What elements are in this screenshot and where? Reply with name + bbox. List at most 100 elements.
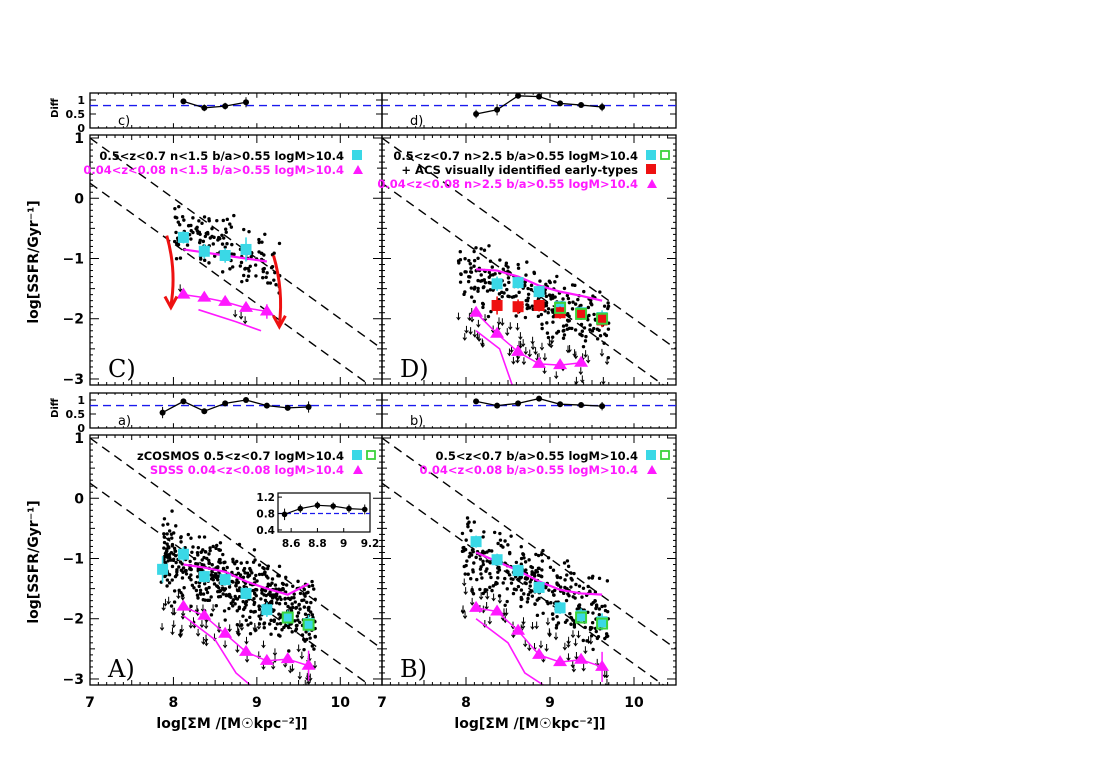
red-arrow: [165, 235, 175, 306]
data-point: [237, 605, 242, 609]
data-point: [469, 528, 473, 533]
data-point: [489, 575, 493, 580]
data-point: [216, 578, 220, 582]
data-point: [218, 588, 223, 593]
data-point: [252, 548, 257, 552]
data-point: [281, 582, 286, 586]
data-point: [583, 339, 588, 343]
data-point: [304, 630, 308, 634]
data-point: [217, 237, 221, 241]
data-point: [265, 566, 270, 571]
diff-point: [536, 93, 543, 100]
diff-line: [183, 100, 247, 109]
data-point: [267, 622, 272, 626]
sdss-triangle-marker: [511, 623, 526, 635]
data-point: [525, 306, 529, 311]
data-point: [567, 300, 572, 305]
data-point: [223, 587, 228, 591]
data-point: [231, 604, 235, 608]
upper-limit-arrow: [239, 623, 245, 631]
data-point: [524, 568, 528, 572]
data-point: [479, 572, 483, 576]
inset-y-tick-label: 0.8: [256, 509, 275, 521]
data-point: [261, 269, 266, 274]
data-point: [176, 220, 180, 224]
diff-panel-letter: d): [410, 114, 423, 129]
data-point: [548, 280, 552, 285]
upper-limit-arrow: [542, 353, 548, 362]
data-point: [286, 604, 290, 609]
data-point: [251, 588, 256, 593]
data-point: [260, 240, 264, 244]
data-point: [213, 254, 217, 258]
data-point: [549, 294, 553, 299]
data-point: [598, 290, 602, 294]
data-point: [562, 286, 567, 291]
data-point: [555, 574, 559, 578]
panel-a-letter: A): [107, 655, 135, 683]
sdss-triangle-marker: [469, 600, 484, 612]
legend-text-0: 0.5<z<0.7 n<1.5 b/a>0.55 logM>10.4: [99, 149, 344, 163]
sdss-triangle-marker: [511, 344, 526, 356]
upper-limit-arrow: [583, 646, 588, 655]
data-point: [525, 260, 529, 264]
data-point: [561, 336, 566, 340]
data-point: [270, 596, 275, 600]
upper-limit-arrow: [573, 351, 579, 360]
x-tick-label: 10: [331, 695, 351, 711]
upper-limit-arrow: [480, 338, 485, 347]
data-point: [274, 283, 278, 287]
data-point: [172, 531, 176, 535]
data-point: [488, 259, 493, 263]
data-point: [553, 295, 557, 299]
data-point: [548, 565, 553, 570]
data-point: [304, 591, 309, 595]
data-point: [207, 598, 212, 602]
upper-limit-arrow: [604, 357, 610, 366]
legend-magenta-triangle: [353, 165, 363, 174]
data-point: [310, 644, 315, 648]
data-point: [195, 593, 200, 597]
data-point: [295, 614, 300, 618]
data-point: [580, 329, 585, 333]
data-point: [243, 571, 247, 575]
upper-limit-arrow: [527, 349, 532, 358]
data-point: [579, 332, 583, 337]
data-point: [481, 559, 485, 564]
sdss-triangle-marker: [553, 358, 568, 370]
upper-limit-arrow: [601, 376, 606, 385]
data-point: [523, 315, 528, 320]
data-point: [214, 546, 218, 551]
data-point: [594, 629, 598, 634]
upper-limit-arrow: [566, 636, 571, 645]
data-point: [587, 313, 591, 318]
data-point: [571, 595, 575, 599]
upper-limit-arrow: [256, 621, 262, 630]
zcosmos-median-marker: [177, 231, 189, 243]
data-point: [266, 582, 270, 586]
data-point: [511, 591, 516, 596]
data-point: [589, 634, 594, 638]
data-point: [546, 601, 550, 606]
sdss-triangle-marker: [532, 356, 547, 368]
data-point: [462, 564, 466, 569]
upper-limit-arrow: [520, 339, 526, 348]
data-point: [551, 320, 555, 324]
data-point: [501, 545, 505, 549]
data-point: [491, 584, 495, 588]
diff-point: [599, 104, 606, 110]
data-point: [263, 570, 267, 575]
data-point: [172, 600, 177, 604]
data-point: [605, 579, 610, 583]
data-point: [590, 303, 594, 307]
data-point: [507, 573, 512, 577]
data-point: [310, 583, 315, 588]
zcosmos-open-square-marker: [281, 611, 294, 624]
data-point: [482, 248, 487, 252]
data-point: [482, 530, 486, 534]
data-point: [538, 279, 542, 283]
data-point: [565, 618, 569, 622]
data-point: [606, 301, 610, 305]
upper-limit-arrow: [496, 317, 502, 326]
data-point: [574, 582, 578, 587]
